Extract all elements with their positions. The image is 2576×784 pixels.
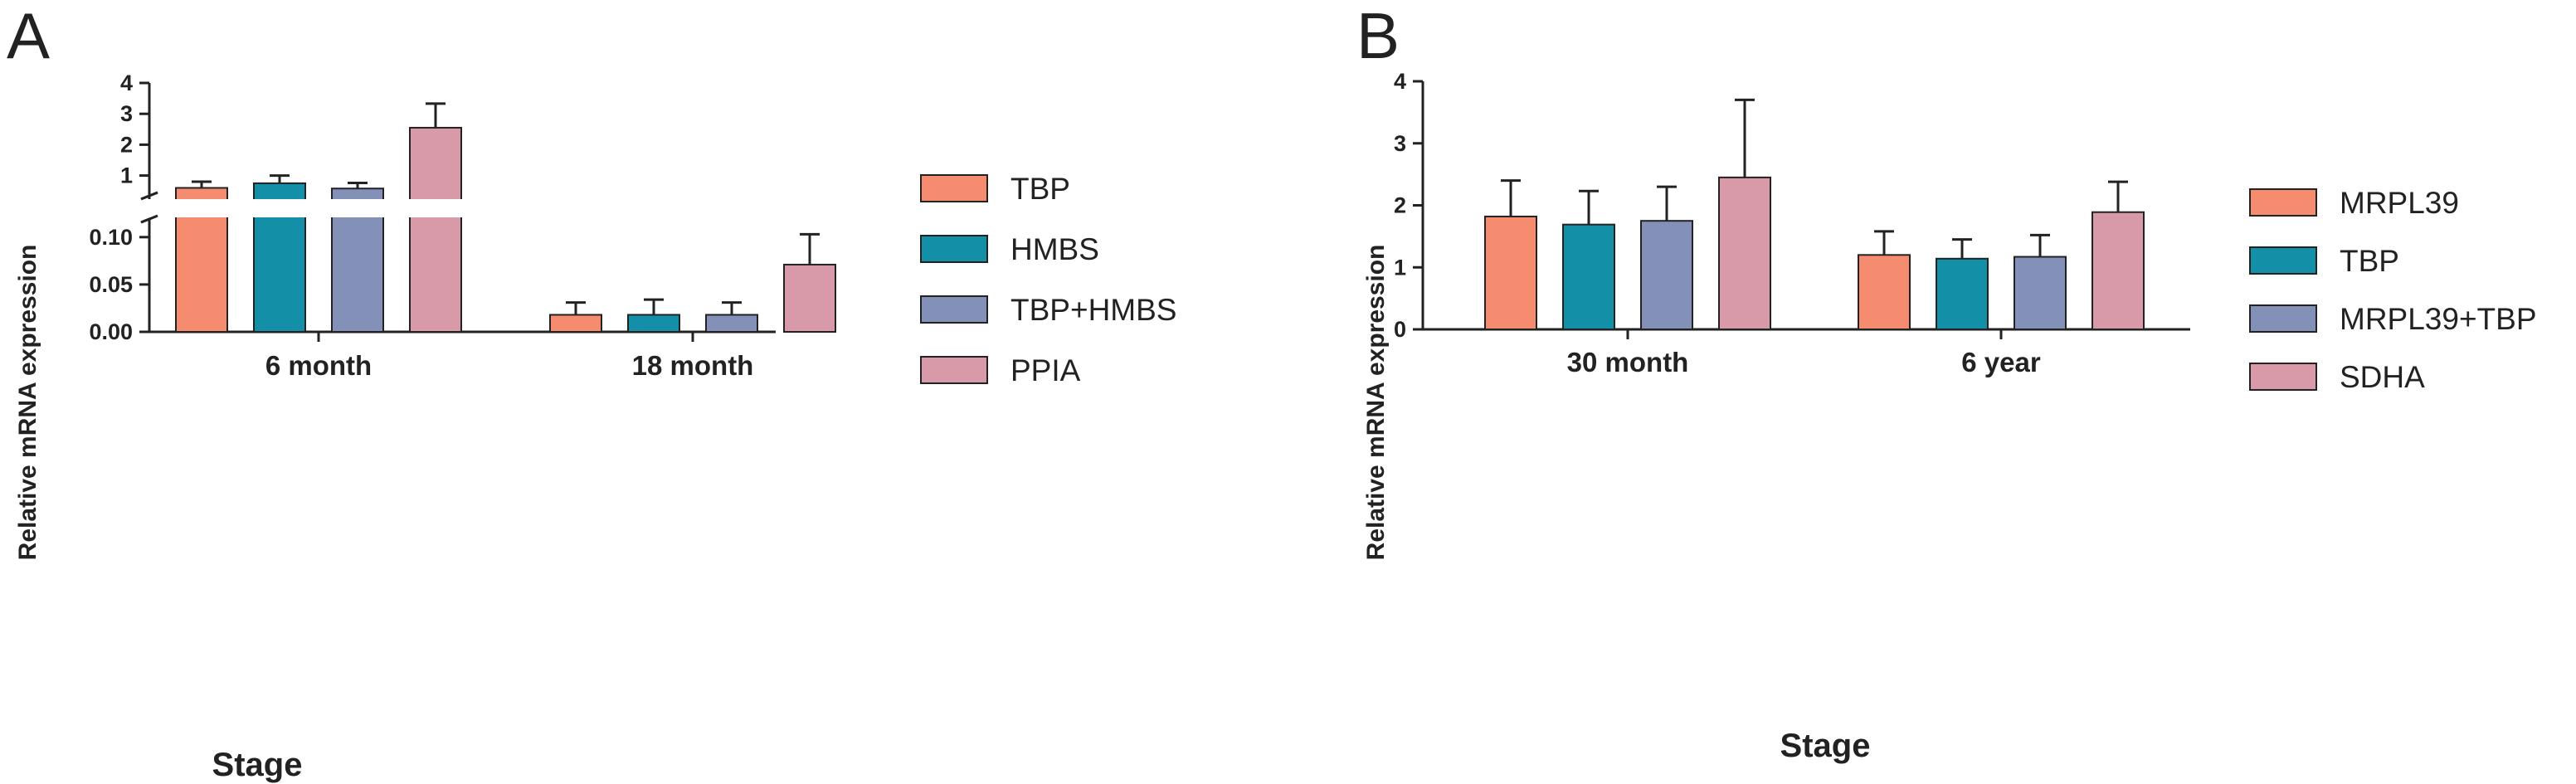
panel-a-axis-break-mark xyxy=(140,191,158,201)
panel-a-category-label: 6 month xyxy=(265,350,372,381)
bar-mrpl39-30-month xyxy=(1484,215,1537,330)
panel-b-y-tick-label: 2 xyxy=(1394,193,1406,218)
legend-swatch-sdha xyxy=(2249,363,2317,391)
panel-b: B Relative mRNA expression Stage 0 1 2 3 4 30… xyxy=(1356,0,2537,764)
legend-label-ppia: PPIA xyxy=(1010,353,1081,387)
bar-tbp-30-month xyxy=(1562,223,1615,330)
panel-a-y-axis-label: Relative mRNA expression xyxy=(14,245,41,561)
bar-sdha-30-month xyxy=(1718,176,1771,330)
bar-tbp-18-month xyxy=(549,314,602,334)
panel-a-y-tick-label: 4 xyxy=(120,71,133,95)
panel-a-y-tick-label: 0.05 xyxy=(89,272,133,297)
legend-label-tbp: TBP xyxy=(2340,244,2399,278)
panel-b-y-tick-label: 0 xyxy=(1394,317,1406,342)
legend-swatch-mrpl39-tbp xyxy=(2249,304,2317,333)
panel-b-y-tick-label: 3 xyxy=(1394,131,1406,156)
bar-mrpl39-6-year xyxy=(1858,254,1911,330)
panel-a-axis-break-gap xyxy=(124,199,780,217)
panel-a-y-tick-label: 0.00 xyxy=(89,319,133,344)
panel-b-x-axis-label: Stage xyxy=(1780,728,1871,764)
panel-a-y-tick-label: 0.10 xyxy=(89,225,133,250)
legend-swatch-hmbs xyxy=(920,235,988,263)
legend-label-tbp-hmbs: TBP+HMBS xyxy=(1010,293,1176,327)
panel-a-label: A xyxy=(7,0,50,72)
legend-label-mrpl39-tbp: MRPL39+TBP xyxy=(2340,302,2537,336)
panel-b-category-label: 6 year xyxy=(1961,347,2041,377)
panel-b-y-tick-label: 4 xyxy=(1394,69,1406,94)
legend-swatch-ppia xyxy=(920,356,988,384)
bar-sdha-6-year xyxy=(2091,211,2145,330)
panel-a-category-label: 18 month xyxy=(632,350,754,381)
bar-mrpl39-tbp-30-month xyxy=(1640,220,1693,330)
panel-a-y-tick-label: 1 xyxy=(120,163,133,188)
bar-ppia-6-month xyxy=(409,126,462,333)
panel-a-axis-break-mark xyxy=(140,214,158,224)
panel-b-y-axis-label: Relative mRNA expression xyxy=(1362,245,1390,561)
panel-b-category-label: 30 month xyxy=(1567,347,1689,377)
bar-tbp-6-year xyxy=(1936,257,1989,330)
panel-a-y-tick-label: 3 xyxy=(120,101,133,126)
legend-label-hmbs: HMBS xyxy=(1010,232,1099,266)
bar-ppia-18-month xyxy=(783,263,836,334)
legend-label-mrpl39: MRPL39 xyxy=(2340,186,2459,220)
panel-a-x-axis-label: Stage xyxy=(212,747,303,783)
legend-label-sdha: SDHA xyxy=(2340,360,2425,394)
bar-tbp-hmbs-18-month xyxy=(705,314,758,334)
panel-b-label: B xyxy=(1356,0,1400,72)
legend-swatch-tbp xyxy=(2249,246,2317,275)
bar-hmbs-18-month xyxy=(627,314,680,334)
legend-swatch-tbp xyxy=(920,174,988,202)
panel-a-y-tick-label: 2 xyxy=(120,132,133,157)
legend-label-tbp: TBP xyxy=(1010,172,1070,206)
panel-b-y-tick-label: 1 xyxy=(1394,255,1406,280)
bar-mrpl39-tbp-6-year xyxy=(2014,256,2067,331)
legend-swatch-tbp-hmbs xyxy=(920,295,988,324)
panel-a: A Relative mRNA expression Stage 1 2 3 4 0.0… xyxy=(7,0,1176,783)
legend-swatch-mrpl39 xyxy=(2249,188,2317,217)
